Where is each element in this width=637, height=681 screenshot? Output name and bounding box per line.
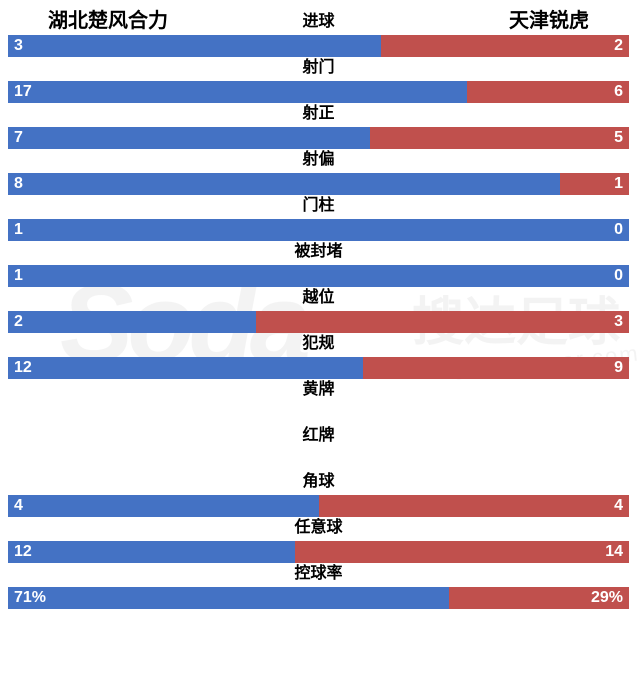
stat-row: 12 14控球率 (8, 541, 629, 585)
stat-bar: 71% 29% (8, 587, 629, 609)
stat-label: 门柱 (8, 195, 629, 217)
bar-left-segment (8, 587, 449, 609)
value-right: 6 (614, 81, 623, 103)
bar-left-segment (8, 219, 629, 241)
value-right: 5 (614, 127, 623, 149)
value-right: 4 (614, 495, 623, 517)
stat-label: 越位 (8, 287, 629, 309)
stat-row: 75射偏 (8, 127, 629, 171)
value-left: 17 (14, 81, 32, 103)
bar-left-segment (8, 357, 363, 379)
value-left: 1 (14, 219, 23, 241)
value-right: 2 (614, 35, 623, 57)
stat-row: 44任意球 (8, 495, 629, 539)
stat-row: 81门柱 (8, 173, 629, 217)
value-left: 12 (14, 541, 32, 563)
value-right: 29% (591, 587, 623, 609)
stat-bar: 75 (8, 127, 629, 149)
stat-label: 角球 (8, 471, 629, 493)
stat-bar: 81 (8, 173, 629, 195)
value-left: 8 (14, 173, 23, 195)
stat-row: 角球 (8, 449, 629, 493)
bar-left-segment (8, 35, 381, 57)
value-left: 4 (14, 495, 23, 517)
stat-row: 10越位 (8, 265, 629, 309)
stat-label: 被封堵 (8, 241, 629, 263)
stat-label: 射门 (8, 57, 629, 79)
value-left: 1 (14, 265, 23, 287)
stat-row: 17 6射正 (8, 81, 629, 125)
value-right: 14 (605, 541, 623, 563)
stats-comparison-chart: 湖北楚风合力 进球 天津锐虎 32射门176射正75射偏81门柱10被封堵10越… (0, 0, 637, 615)
stat-bar: 23 (8, 311, 629, 333)
stats-body: 32射门176射正75射偏81门柱10被封堵10越位23犯规129黄牌红牌角球4… (8, 35, 629, 609)
bar-left-segment (8, 265, 629, 287)
stat-row: 23犯规 (8, 311, 629, 355)
stat-label: 控球率 (8, 563, 629, 585)
bar-left-segment (8, 127, 370, 149)
bar-right-segment (363, 357, 629, 379)
value-left: 12 (14, 357, 32, 379)
bar-left-segment (8, 173, 560, 195)
stat-label: 任意球 (8, 517, 629, 539)
bar-right-segment (295, 541, 629, 563)
bar-left-segment (8, 311, 256, 333)
value-right: 1 (614, 173, 623, 195)
stat-bar: 32 (8, 35, 629, 57)
bar-right-segment (256, 311, 629, 333)
stat-bar: 17 6 (8, 81, 629, 103)
stat-row: 10被封堵 (8, 219, 629, 263)
value-right: 3 (614, 311, 623, 333)
team-right-name: 天津锐虎 (369, 4, 630, 33)
stat-row: 红牌 (8, 403, 629, 447)
bar-right-segment (467, 81, 629, 103)
stat-label: 红牌 (8, 425, 629, 447)
stat-label: 射偏 (8, 149, 629, 171)
header-row: 湖北楚风合力 进球 天津锐虎 (8, 4, 629, 33)
bar-left-segment (8, 541, 295, 563)
stat-label: 黄牌 (8, 379, 629, 401)
value-left: 71% (14, 587, 46, 609)
stat-bar: 44 (8, 495, 629, 517)
bar-right-segment (319, 495, 630, 517)
stat-label: 犯规 (8, 333, 629, 355)
stat-bar: 12 9 (8, 357, 629, 379)
value-right: 0 (614, 219, 623, 241)
team-left-name: 湖北楚风合力 (8, 4, 269, 33)
value-right: 0 (614, 265, 623, 287)
stat-row: 71% 29% (8, 587, 629, 609)
stat-bar: 10 (8, 265, 629, 287)
bar-left-segment (8, 495, 319, 517)
stat-bar: 10 (8, 219, 629, 241)
stat-row: 32射门 (8, 35, 629, 79)
value-left: 7 (14, 127, 23, 149)
bar-right-segment (381, 35, 629, 57)
empty-bar (8, 449, 629, 471)
empty-bar (8, 403, 629, 425)
stat-row: 12 9黄牌 (8, 357, 629, 401)
bar-right-segment (370, 127, 629, 149)
value-left: 2 (14, 311, 23, 333)
stat-label: 射正 (8, 103, 629, 125)
stat-label: 进球 (269, 7, 369, 31)
stat-bar: 12 14 (8, 541, 629, 563)
value-left: 3 (14, 35, 23, 57)
bar-left-segment (8, 81, 467, 103)
value-right: 9 (614, 357, 623, 379)
